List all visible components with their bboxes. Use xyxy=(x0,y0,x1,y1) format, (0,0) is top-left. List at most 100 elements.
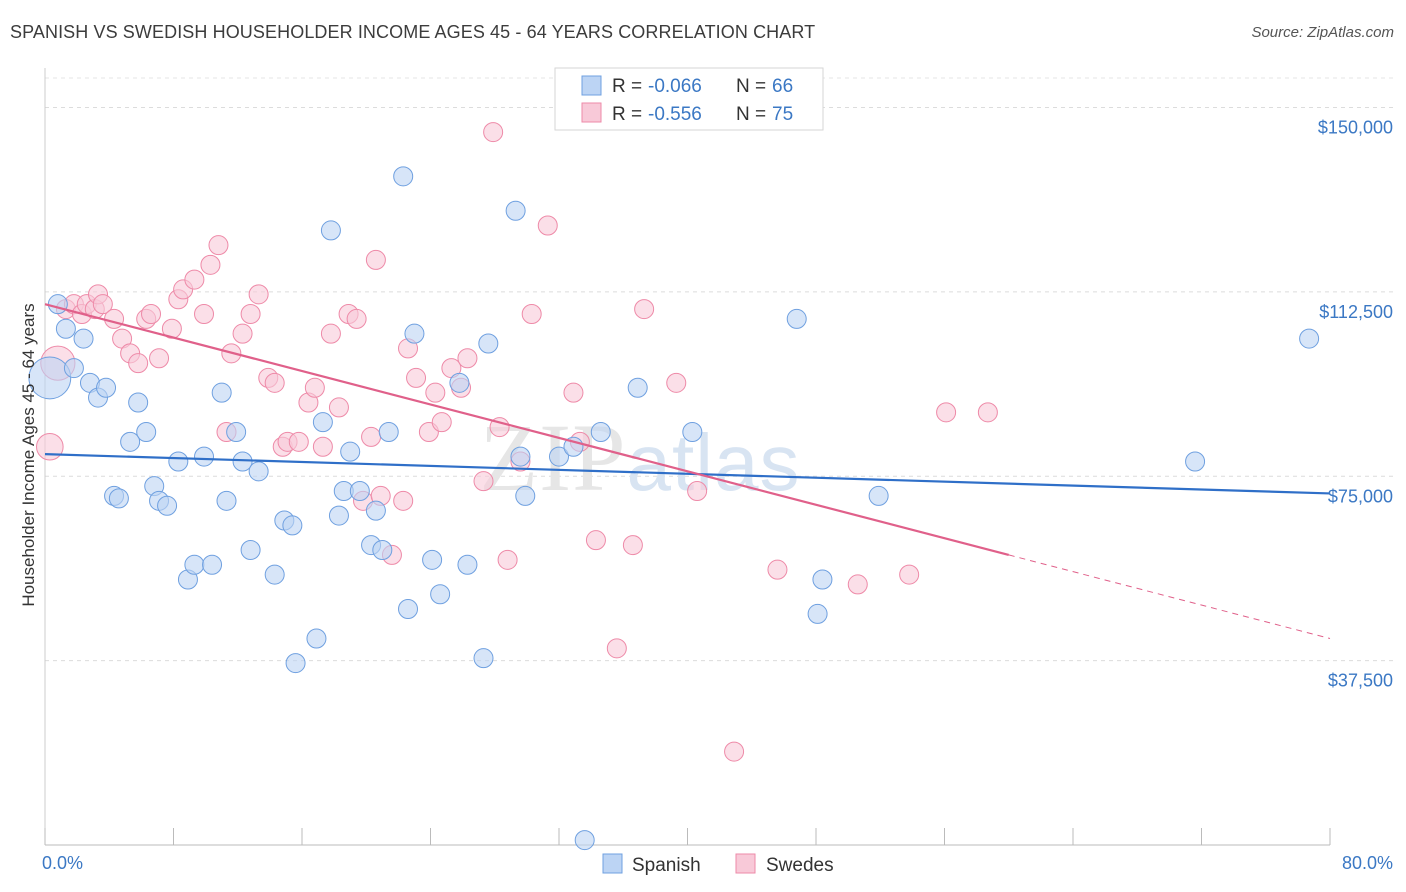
spanish-point xyxy=(473,648,494,669)
series-legend: Spanish Swedes xyxy=(602,853,834,876)
spanish-point xyxy=(372,540,393,560)
stats-legend: R = -0.066 N = 66 R = -0.556 N = 75 xyxy=(554,67,824,131)
swedes-point xyxy=(899,564,920,585)
swedes-points xyxy=(36,122,998,762)
spanish-point xyxy=(168,451,189,472)
swedes-point xyxy=(936,402,957,423)
swedes-point xyxy=(393,490,414,511)
swedes-point xyxy=(264,372,285,393)
swedes-point xyxy=(431,412,452,433)
spanish-point xyxy=(328,505,349,526)
swedes-point xyxy=(141,304,162,324)
x-tick-labels: 0.0% 80.0% xyxy=(42,853,1393,873)
swedes-point xyxy=(312,436,333,457)
legend-swatch-swedes xyxy=(581,102,602,123)
spanish-point xyxy=(422,549,443,570)
swedes-trend-extension xyxy=(1008,554,1331,639)
swedes-point xyxy=(320,323,341,344)
spanish-point xyxy=(55,318,76,339)
spanish-point xyxy=(157,495,178,516)
swedes-point xyxy=(606,638,627,659)
x-tick-label: 0.0% xyxy=(42,853,83,873)
bottom-swatch-swedes xyxy=(735,853,756,874)
swedes-point xyxy=(977,402,998,423)
spanish-point xyxy=(216,490,237,511)
swedes-point xyxy=(497,549,518,570)
swedes-point xyxy=(585,530,606,551)
spanish-point xyxy=(248,461,269,482)
spanish-points xyxy=(28,166,1320,851)
spanish-point xyxy=(96,377,117,398)
spanish-point xyxy=(627,377,648,398)
spanish-point xyxy=(398,599,419,619)
y-axis-label: Householder Income Ages 45 - 64 years xyxy=(19,303,38,606)
swedes-point xyxy=(104,308,125,329)
legend-r-value: -0.556 xyxy=(648,104,702,125)
spanish-point xyxy=(184,554,205,575)
spanish-point xyxy=(63,358,84,379)
spanish-point xyxy=(574,830,595,851)
swedes-point xyxy=(563,382,584,403)
swedes-point xyxy=(457,348,478,369)
spanish-point xyxy=(365,500,386,521)
spanish-point xyxy=(285,653,306,674)
swedes-point xyxy=(346,308,367,329)
swedes-point xyxy=(473,471,494,492)
spanish-point xyxy=(478,333,499,354)
legend-n-label: N = xyxy=(736,76,766,97)
spanish-point xyxy=(549,446,569,467)
legend-swatch-spanish xyxy=(581,75,602,96)
spanish-point xyxy=(306,628,327,649)
spanish-point xyxy=(128,392,149,413)
legend-r-value: -0.066 xyxy=(648,76,702,97)
swedes-point xyxy=(184,269,205,290)
y-tick-labels: $150,000 $112,500 $75,000 $37,500 xyxy=(1318,118,1393,691)
swedes-point xyxy=(847,574,868,595)
legend-r-label: R = xyxy=(612,76,642,97)
swedes-point xyxy=(288,431,309,452)
swedes-point xyxy=(149,348,170,369)
swedes-point xyxy=(537,215,558,236)
spanish-point xyxy=(430,584,451,605)
swedes-point xyxy=(36,432,64,461)
spanish-point xyxy=(226,422,247,442)
swedes-point xyxy=(622,535,643,556)
spanish-point xyxy=(320,220,341,241)
legend-n-value: 66 xyxy=(772,76,793,97)
spanish-point xyxy=(211,382,232,403)
spanish-point xyxy=(349,481,370,501)
spanish-point xyxy=(812,569,833,590)
spanish-point xyxy=(786,308,807,329)
swedes-point xyxy=(687,481,708,501)
spanish-point xyxy=(202,554,223,575)
legend-n-value: 75 xyxy=(772,104,793,125)
spanish-point xyxy=(28,356,72,400)
spanish-point xyxy=(807,603,828,624)
swedes-point xyxy=(232,323,253,344)
swedes-point xyxy=(666,372,687,393)
spanish-point xyxy=(1299,328,1320,349)
trend-lines xyxy=(44,303,1331,639)
swedes-point xyxy=(128,353,149,374)
swedes-point xyxy=(365,249,386,270)
swedes-point xyxy=(767,559,788,580)
y-tick-label: $112,500 xyxy=(1319,302,1393,322)
chart-title: SPANISH VS SWEDISH HOUSEHOLDER INCOME AG… xyxy=(10,22,816,42)
swedes-point xyxy=(634,299,655,320)
swedes-point xyxy=(521,304,542,324)
swedes-point xyxy=(361,426,382,447)
spanish-point xyxy=(505,200,526,221)
spanish-point xyxy=(282,515,303,536)
bottom-swatch-spanish xyxy=(602,853,623,874)
spanish-point xyxy=(108,488,129,509)
spanish-point xyxy=(510,446,531,467)
spanish-point xyxy=(868,485,889,506)
spanish-point xyxy=(47,294,68,315)
spanish-point xyxy=(312,412,333,433)
spanish-point xyxy=(393,166,414,187)
swedes-point xyxy=(425,382,446,403)
spanish-point xyxy=(340,441,361,462)
spanish-point xyxy=(457,554,478,575)
spanish-point xyxy=(378,422,399,442)
swedes-point xyxy=(194,304,215,324)
